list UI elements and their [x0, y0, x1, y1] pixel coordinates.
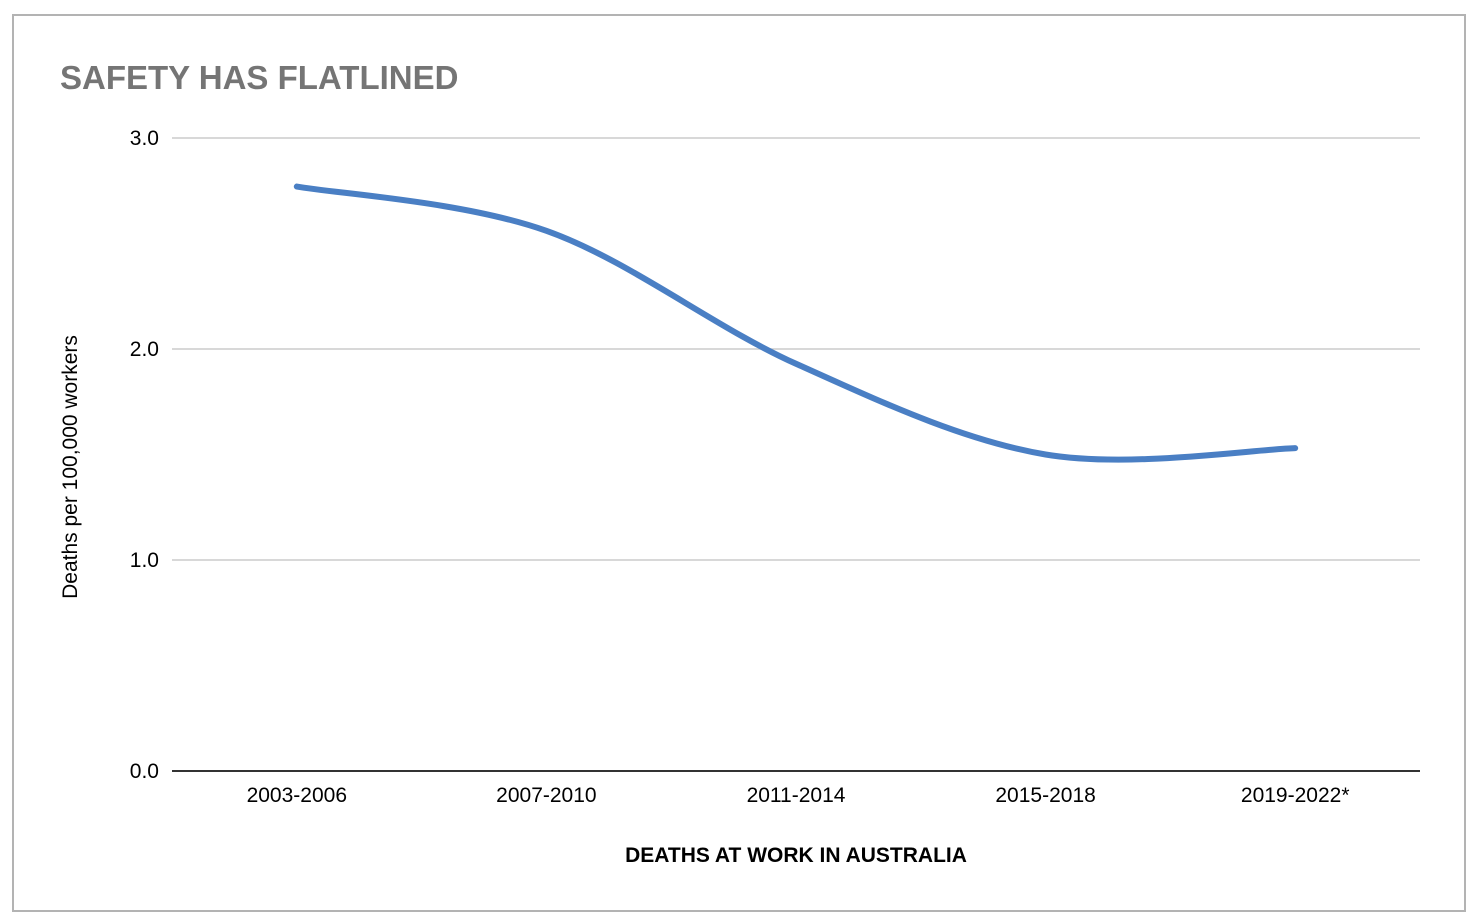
x-tick-label: 2003-2006	[247, 784, 347, 807]
x-tick-label: 2007-2010	[496, 784, 596, 807]
series-line	[293, 183, 1299, 463]
x-tick-label: 2015-2018	[995, 784, 1095, 807]
y-tick-label: 2.0	[130, 338, 159, 361]
x-tick-label: 2011-2014	[747, 784, 846, 807]
y-tick-label: 0.0	[130, 760, 159, 783]
y-tick-label: 3.0	[130, 127, 159, 150]
x-tick-label: 2019-2022*	[1241, 784, 1350, 807]
chart-title: SAFETY HAS FLATLINED	[60, 59, 458, 96]
y-tick-label: 1.0	[130, 549, 159, 572]
chart-frame	[12, 14, 1466, 912]
x-tick-labels: 2003-2006 2007-2010 2011-2014 2015-2018 2019…	[247, 784, 1350, 807]
y-tick-labels: 0.0 1.0 2.0 3.0	[130, 127, 159, 783]
y-axis-label: Deaths per 100,000 workers	[59, 335, 82, 599]
gridlines	[172, 137, 1420, 561]
x-axis-label: DEATHS AT WORK IN AUSTRALIA	[625, 844, 967, 867]
